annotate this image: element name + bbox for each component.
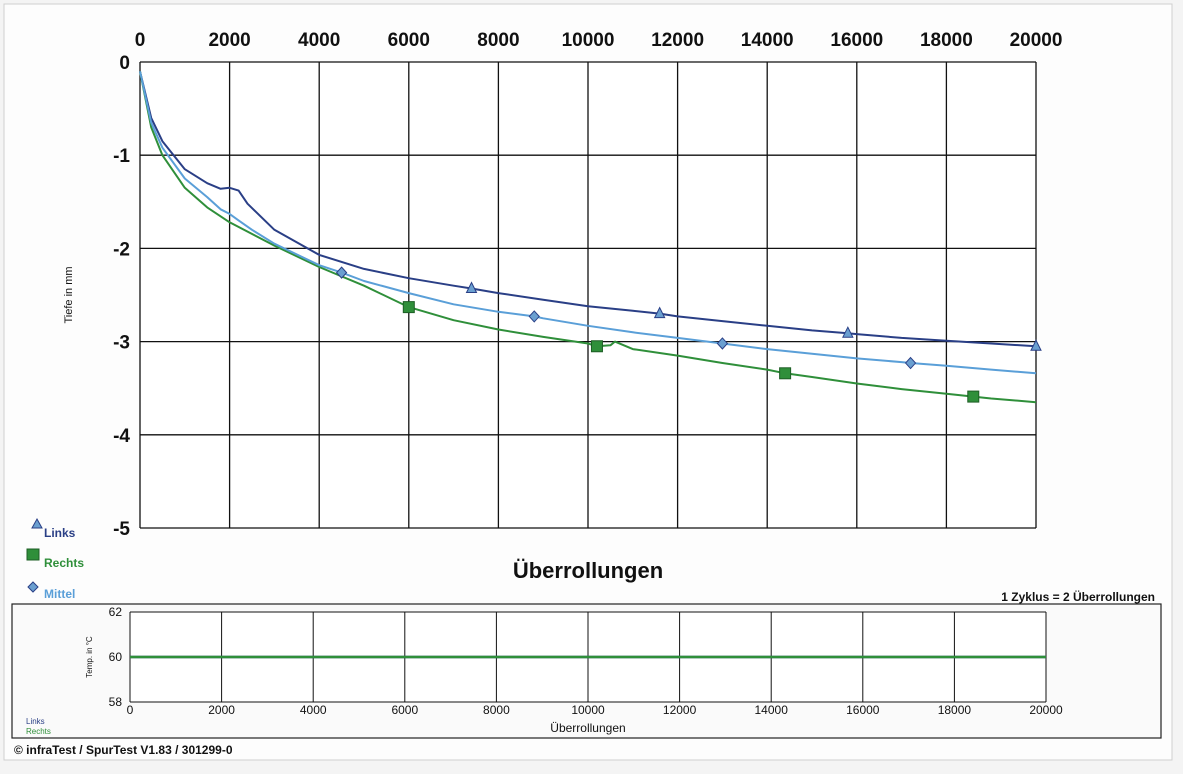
legend-label-links: Links xyxy=(44,526,76,540)
cycle-note: 1 Zyklus = 2 Überrollungen xyxy=(1001,589,1155,604)
main-y-tick-label: -4 xyxy=(113,426,130,447)
temperature-legend-links: Links xyxy=(26,717,45,726)
marker-links-point xyxy=(842,326,854,338)
main-depth-chart: 0 2000 4000 6000 8000 10000 12000 14000 16000 180… xyxy=(63,30,1062,583)
marker-mittel-point xyxy=(335,266,348,279)
main-x-tick-label: 18000 xyxy=(920,30,973,51)
main-x-axis-label: Überrollungen xyxy=(513,558,663,583)
marker-rechts-point xyxy=(967,390,980,403)
marker-mittel-point xyxy=(528,310,540,323)
marker-mittel-point xyxy=(716,337,729,350)
main-x-tick-labels: 0 2000 4000 6000 8000 10000 12000 14000 16000 180… xyxy=(135,30,1063,51)
main-x-tick-label: 6000 xyxy=(388,30,430,51)
temperature-y-axis-label: Temp. in °C xyxy=(85,636,94,678)
legend-diamond-marker xyxy=(27,581,39,593)
main-x-tick-label: 14000 xyxy=(741,30,794,51)
temp-x-tick-label: 4000 xyxy=(300,703,327,717)
main-markers-group xyxy=(335,266,1042,403)
marker-rechts-point xyxy=(590,340,603,353)
main-legend: Links Rechts Mittel xyxy=(26,517,84,601)
main-x-tick-label: 12000 xyxy=(651,30,704,51)
main-x-tick-label: 2000 xyxy=(208,30,250,51)
main-x-tick-label: 20000 xyxy=(1010,30,1063,51)
temp-x-tick-label: 0 xyxy=(127,703,134,717)
temp-x-tick-label: 12000 xyxy=(663,703,697,717)
main-y-axis-label: Tiefe in mm xyxy=(63,266,75,323)
temp-x-tick-label: 20000 xyxy=(1029,703,1063,717)
main-y-tick-label: -2 xyxy=(113,239,130,260)
temp-y-tick-label: 62 xyxy=(109,605,123,619)
temp-x-tick-label: 10000 xyxy=(571,703,605,717)
temp-x-tick-label: 2000 xyxy=(208,703,235,717)
main-x-tick-label: 16000 xyxy=(830,30,883,51)
legend-label-rechts: Rechts xyxy=(44,556,84,570)
main-y-tick-label: -3 xyxy=(113,333,130,354)
temp-y-tick-label: 60 xyxy=(109,650,123,664)
legend-label-mittel: Mittel xyxy=(44,587,75,601)
marker-rechts-point xyxy=(779,367,792,380)
temperature-y-tick-labels: 62 60 58 xyxy=(109,605,123,709)
marker-links-point xyxy=(1030,339,1042,351)
main-y-tick-label: -5 xyxy=(113,519,130,540)
temperature-x-axis-label: Überrollungen xyxy=(550,721,625,735)
temperature-panel: 0 2000 4000 6000 8000 10000 12000 14000 16000 180… xyxy=(11,603,1162,739)
marker-mittel-point xyxy=(904,356,917,370)
temp-x-tick-label: 16000 xyxy=(846,703,880,717)
marker-links-point xyxy=(653,306,666,319)
temp-x-tick-label: 8000 xyxy=(483,703,510,717)
main-gridlines xyxy=(139,61,1037,529)
main-y-tick-labels: 0 -1 -2 -3 -4 -5 xyxy=(113,53,130,540)
temp-y-tick-label: 58 xyxy=(109,695,123,709)
temp-x-tick-label: 18000 xyxy=(938,703,972,717)
main-x-tick-label: 8000 xyxy=(477,30,519,51)
main-y-tick-label: 0 xyxy=(119,53,130,74)
temperature-x-tick-labels: 0 2000 4000 6000 8000 10000 12000 14000 16000 180… xyxy=(127,703,1063,717)
temp-x-tick-label: 6000 xyxy=(391,703,418,717)
temperature-legend-rechts: Rechts xyxy=(26,727,51,736)
marker-rechts-point xyxy=(402,301,415,314)
series-line-mittel xyxy=(139,71,1037,375)
legend-triangle-marker xyxy=(31,517,43,529)
marker-links-point xyxy=(465,281,478,293)
main-x-tick-label: 4000 xyxy=(298,30,340,51)
main-x-tick-label: 10000 xyxy=(562,30,615,51)
main-x-tick-label: 0 xyxy=(135,30,146,51)
main-y-tick-label: -1 xyxy=(113,146,130,167)
footer-copyright: © infraTest / SpurTest V1.83 / 301299-0 xyxy=(14,743,233,757)
legend-square-marker xyxy=(26,548,40,561)
temp-x-tick-label: 14000 xyxy=(755,703,789,717)
